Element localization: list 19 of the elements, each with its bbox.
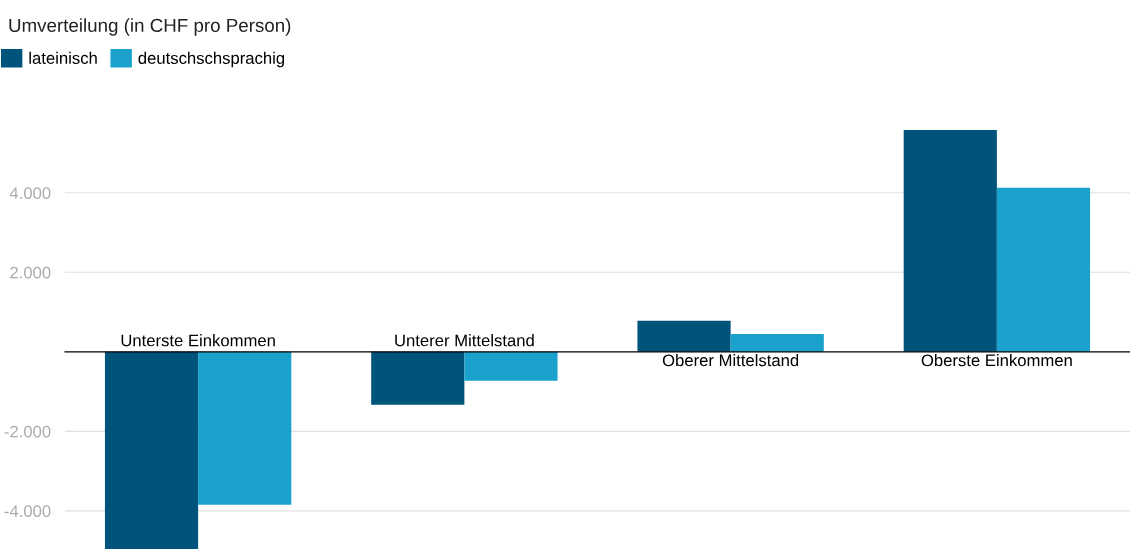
y-tick-label: 2.000 (10, 266, 51, 279)
bar (464, 351, 558, 381)
bar (104, 351, 199, 549)
x-tick-label: Oberste Einkommen (921, 353, 1072, 367)
x-tick-label: Unterste Einkommen (121, 334, 275, 347)
y-tick-label: -4.000 (4, 505, 51, 518)
chart-title: Umverteilung (in CHF pro Person) (9, 18, 291, 36)
bar (371, 351, 465, 405)
y-tick-label: -2.000 (4, 425, 51, 438)
x-tick-label: Oberer Mittelstand (662, 353, 799, 367)
legend-label: deutschschsprachig (138, 51, 285, 68)
x-tick-label: Unterer Mittelstand (395, 334, 534, 347)
bar (903, 130, 997, 352)
y-tick-label: 4.000 (9, 187, 51, 200)
bar (996, 187, 1091, 352)
bar (730, 333, 824, 352)
bar (198, 351, 292, 505)
legend-label: lateinisch (29, 51, 97, 64)
bar (637, 320, 731, 352)
